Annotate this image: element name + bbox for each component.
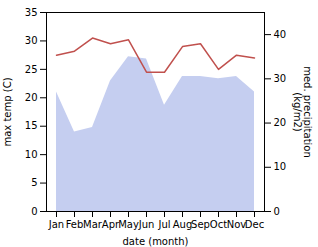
svg-text:25: 25 xyxy=(25,64,38,75)
svg-text:5: 5 xyxy=(31,177,37,188)
svg-text:20: 20 xyxy=(274,117,287,128)
svg-text:Nov: Nov xyxy=(227,219,247,230)
svg-text:30: 30 xyxy=(274,73,287,84)
svg-text:med. precipitation(kg/m2): med. precipitation(kg/m2) xyxy=(292,66,313,158)
svg-text:40: 40 xyxy=(274,29,287,40)
svg-text:10: 10 xyxy=(25,149,38,160)
svg-text:Jan: Jan xyxy=(48,219,64,230)
svg-text:May: May xyxy=(118,219,139,230)
svg-text:Jul: Jul xyxy=(157,219,170,230)
svg-text:Oct: Oct xyxy=(210,219,227,230)
svg-text:30: 30 xyxy=(25,35,38,46)
svg-text:Sep: Sep xyxy=(191,219,210,230)
svg-text:Dec: Dec xyxy=(245,219,264,230)
svg-text:0: 0 xyxy=(274,206,280,217)
svg-text:max temp (C): max temp (C) xyxy=(2,77,13,146)
svg-text:Aug: Aug xyxy=(173,219,193,230)
svg-text:10: 10 xyxy=(274,161,287,172)
svg-text:Jun: Jun xyxy=(138,219,155,230)
svg-text:Apr: Apr xyxy=(101,218,120,230)
svg-text:Feb: Feb xyxy=(66,219,84,230)
svg-text:35: 35 xyxy=(25,7,38,18)
svg-text:20: 20 xyxy=(25,92,38,103)
svg-text:date (month): date (month) xyxy=(123,236,189,247)
svg-text:15: 15 xyxy=(25,120,38,131)
svg-text:0: 0 xyxy=(31,206,37,217)
svg-text:Mar: Mar xyxy=(83,219,103,230)
